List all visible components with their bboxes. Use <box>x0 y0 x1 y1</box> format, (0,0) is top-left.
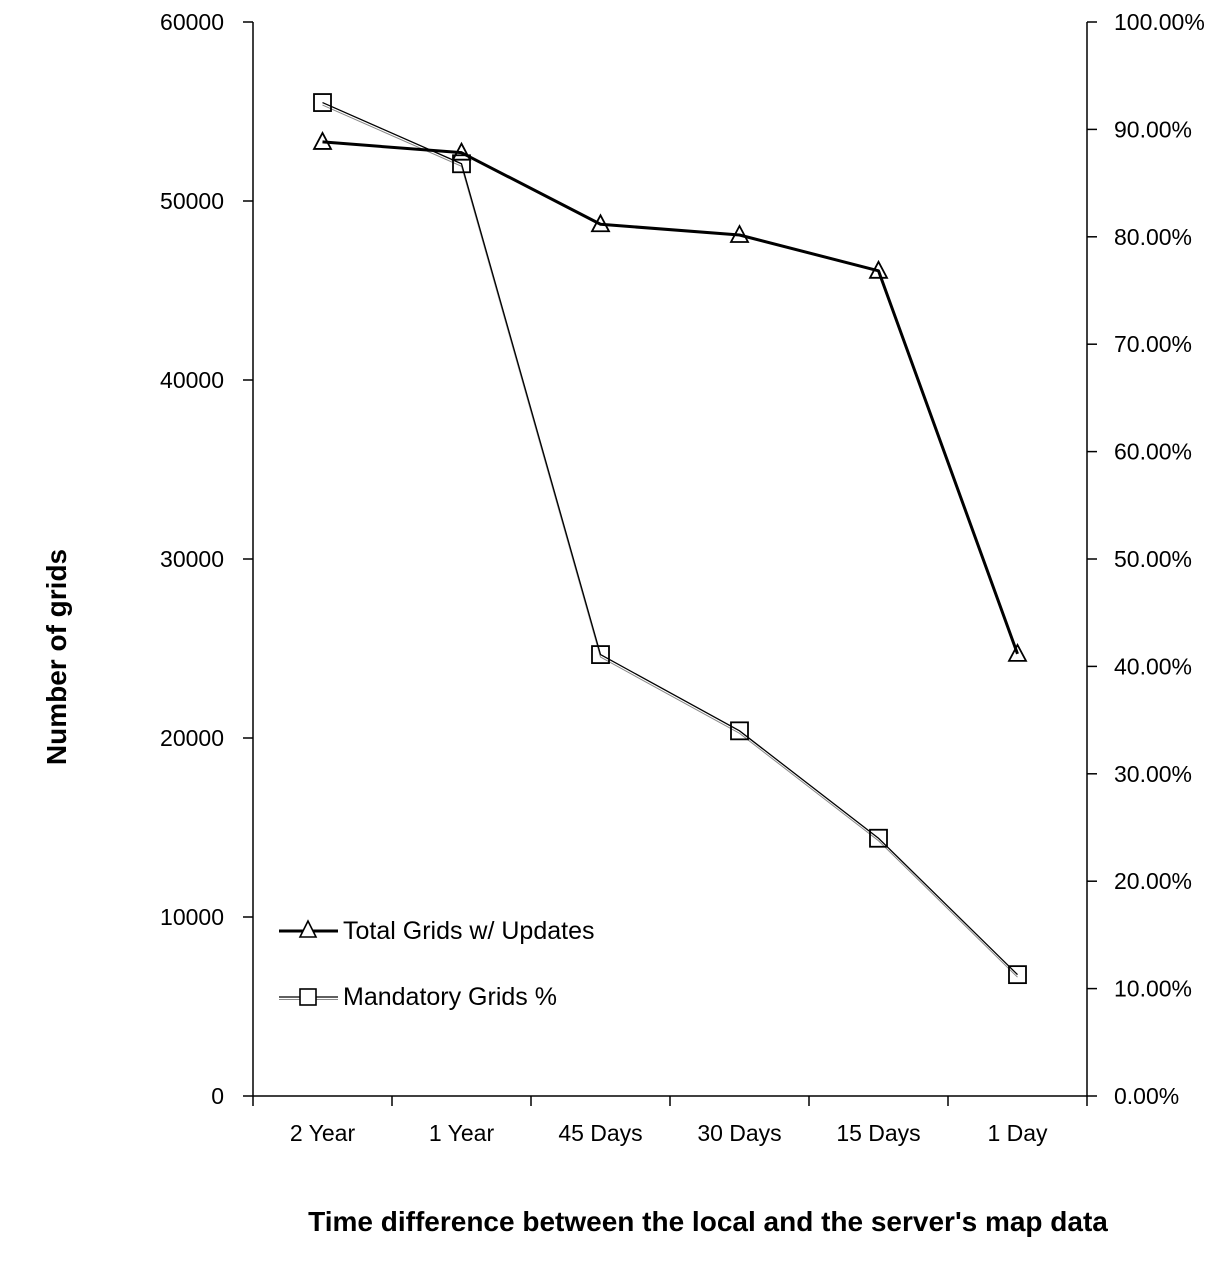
data-point-total-grids <box>1007 642 1028 662</box>
right-tick-label: 100.00% <box>1114 9 1205 35</box>
legend-triangle-marker <box>298 919 318 938</box>
data-point-total-grids <box>312 131 333 150</box>
right-tick-label: 60.00% <box>1114 439 1192 465</box>
x-tick-label: 1 Year <box>429 1120 495 1146</box>
right-tick-label: 50.00% <box>1114 546 1192 572</box>
legend-item-mandatory-grids: Mandatory Grids % <box>279 983 557 1011</box>
left-tick-label: 30000 <box>160 546 224 572</box>
series-layer <box>312 93 1028 985</box>
data-point-mandatory-grids <box>591 645 610 664</box>
series-line-mandatory-grids-shadow <box>322 104 1018 978</box>
data-point-total-grids <box>590 213 611 233</box>
legend: Total Grids w/ Updates Mandatory Grids % <box>279 917 595 1011</box>
right-axis-ticks: 0.00% 10.00% 20.00% 30.00% 40.00% 50.00% 60.00… <box>1087 9 1205 1109</box>
right-tick-label: 80.00% <box>1114 224 1192 250</box>
data-point-total-grids <box>868 259 889 279</box>
data-point-mandatory-grids <box>313 93 332 112</box>
y-axis-title: Number of grids <box>41 549 72 765</box>
right-tick-label: 0.00% <box>1114 1083 1179 1109</box>
left-tick-label: 40000 <box>160 367 224 393</box>
data-point-total-grids <box>729 224 750 243</box>
data-point-mandatory-grids <box>1008 965 1027 985</box>
left-tick-label: 10000 <box>160 904 224 930</box>
left-tick-label: 60000 <box>160 9 224 35</box>
x-tick-label: 30 Days <box>697 1120 781 1146</box>
right-tick-label: 40.00% <box>1114 653 1192 679</box>
x-tick-label: 1 Day <box>987 1120 1048 1146</box>
left-tick-label: 50000 <box>160 188 224 214</box>
right-tick-label: 90.00% <box>1114 116 1192 142</box>
left-tick-label: 20000 <box>160 725 224 751</box>
series-line-total-grids <box>322 140 1019 655</box>
data-point-total-grids <box>451 141 472 161</box>
left-tick-label: 0 <box>211 1083 224 1109</box>
right-tick-label: 30.00% <box>1114 761 1192 787</box>
right-tick-label: 10.00% <box>1114 976 1192 1002</box>
legend-square-marker <box>299 988 317 1006</box>
left-axis-ticks: 0 10000 20000 30000 40000 50000 60000 <box>160 9 253 1109</box>
legend-label-mandatory-grids: Mandatory Grids % <box>343 983 557 1011</box>
series-line-mandatory-grids <box>322 101 1018 976</box>
data-point-mandatory-grids <box>452 154 471 174</box>
x-axis-title: Time difference between the local and th… <box>308 1206 1108 1237</box>
data-point-mandatory-grids <box>730 721 749 741</box>
legend-item-total-grids: Total Grids w/ Updates <box>279 917 595 945</box>
x-tick-label: 2 Year <box>290 1120 356 1146</box>
x-tick-label: 15 Days <box>836 1120 920 1146</box>
right-tick-label: 20.00% <box>1114 868 1192 894</box>
x-tick-label: 45 Days <box>558 1120 642 1146</box>
right-tick-label: 70.00% <box>1114 331 1192 357</box>
data-point-mandatory-grids <box>869 828 888 848</box>
legend-label-total-grids: Total Grids w/ Updates <box>343 917 595 945</box>
x-axis-ticks: 2 Year 1 Year 45 Days 30 Days 15 Days 1 Day <box>252 1096 1088 1146</box>
